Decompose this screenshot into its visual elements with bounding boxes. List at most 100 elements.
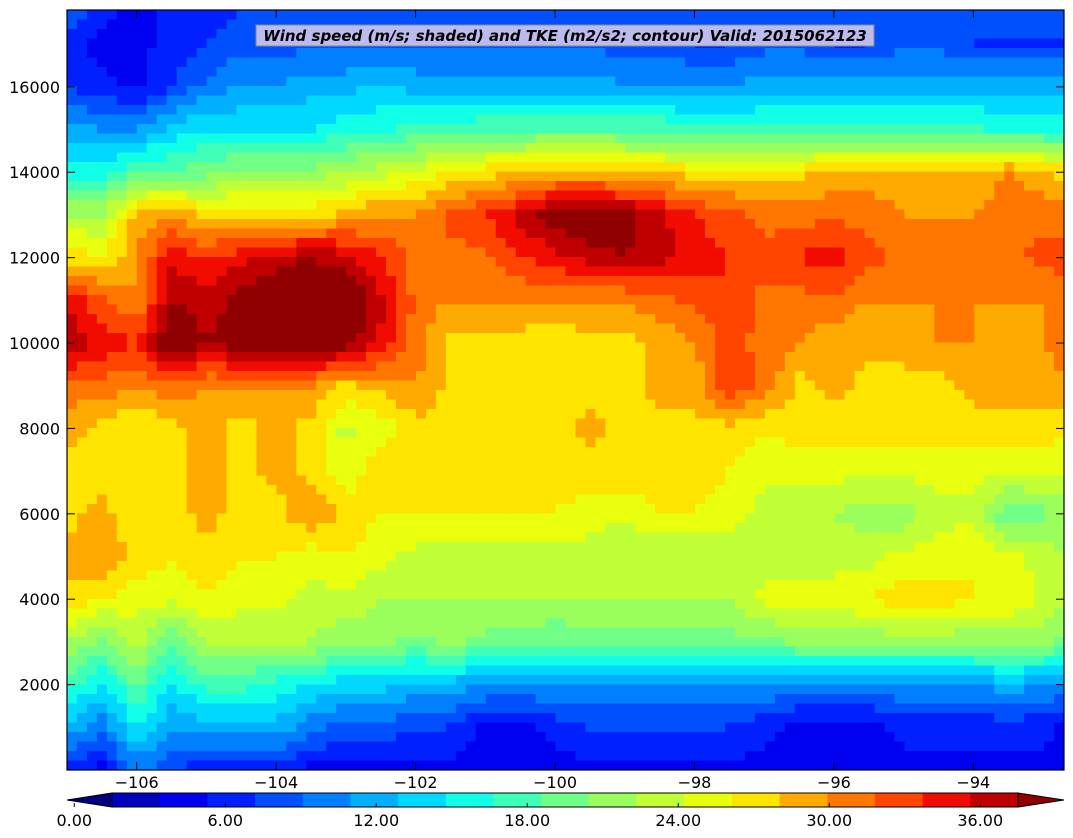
field-cell	[256, 333, 267, 344]
field-cell	[824, 371, 836, 382]
field-cell	[96, 95, 108, 106]
field-cell	[794, 266, 806, 277]
field-cell	[874, 276, 886, 287]
field-cell	[196, 295, 208, 306]
field-cell	[206, 114, 218, 125]
field-cell	[535, 95, 547, 106]
field-cell	[535, 209, 547, 220]
field-cell	[924, 247, 935, 258]
field-cell	[196, 19, 208, 30]
field-cell	[725, 152, 736, 163]
field-cell	[186, 219, 198, 230]
field-cell	[565, 295, 577, 306]
field-cell	[595, 409, 606, 420]
field-cell	[136, 200, 148, 211]
field-cell	[715, 114, 726, 125]
field-cell	[296, 76, 307, 87]
field-cell	[415, 361, 427, 372]
field-cell	[725, 266, 736, 277]
field-cell	[824, 143, 836, 154]
field-cell	[306, 124, 317, 135]
field-cell	[146, 456, 158, 467]
field-cell	[495, 409, 507, 420]
field-cell	[964, 38, 975, 49]
field-cell	[784, 333, 796, 344]
field-cell	[894, 399, 906, 410]
field-cell	[186, 257, 198, 268]
field-cell	[774, 95, 786, 106]
field-cell	[695, 428, 706, 439]
field-cell	[1044, 10, 1055, 21]
field-cell	[276, 314, 287, 325]
field-cell	[156, 314, 168, 325]
field-cell	[715, 86, 726, 97]
field-cell	[715, 257, 726, 268]
field-cell	[176, 437, 188, 448]
field-cell	[834, 295, 846, 306]
field-cell	[316, 466, 327, 477]
field-cell	[366, 76, 377, 87]
field-cell	[306, 342, 317, 353]
field-cell	[555, 418, 567, 429]
field-cell	[535, 48, 547, 59]
field-cell	[754, 352, 766, 363]
field-cell	[76, 380, 88, 391]
field-cell	[86, 276, 98, 287]
field-cell	[246, 152, 258, 163]
field-cell	[296, 333, 307, 344]
field-cell	[944, 143, 955, 154]
field-cell	[535, 162, 547, 173]
field-cell	[814, 200, 826, 211]
field-cell	[106, 390, 118, 401]
field-cell	[914, 200, 926, 211]
field-cell	[196, 314, 208, 325]
field-cell	[136, 390, 148, 401]
field-cell	[96, 114, 108, 125]
field-cell	[106, 437, 118, 448]
field-cell	[156, 228, 168, 239]
field-cell	[116, 190, 128, 201]
field-cell	[734, 124, 746, 135]
field-cell	[994, 276, 1005, 287]
field-cell	[804, 466, 816, 477]
field-cell	[96, 323, 108, 334]
field-cell	[405, 114, 417, 125]
field-cell	[854, 428, 866, 439]
field-cell	[665, 143, 676, 154]
field-cell	[1014, 437, 1025, 448]
field-cell	[754, 190, 766, 201]
field-cell	[764, 304, 776, 315]
field-cell	[744, 190, 756, 201]
field-cell	[326, 209, 337, 220]
field-cell	[734, 67, 746, 78]
field-cell	[216, 238, 228, 249]
field-cell	[605, 456, 616, 467]
field-cell	[116, 361, 128, 372]
field-cell	[276, 48, 287, 59]
field-cell	[944, 409, 955, 420]
field-cell	[445, 456, 457, 467]
field-cell	[1054, 124, 1064, 135]
field-cell	[1024, 323, 1035, 334]
field-cell	[705, 295, 716, 306]
field-cell	[425, 181, 437, 192]
field-cell	[754, 399, 766, 410]
field-cell	[675, 86, 686, 97]
field-cell	[505, 352, 517, 363]
field-cell	[675, 380, 686, 391]
field-cell	[914, 380, 926, 391]
field-cell	[934, 57, 945, 68]
field-cell	[705, 76, 716, 87]
field-cell	[236, 67, 248, 78]
field-cell	[186, 304, 198, 315]
field-cell	[754, 76, 766, 87]
field-cell	[236, 76, 248, 87]
field-cell	[306, 418, 317, 429]
field-cell	[1004, 390, 1015, 401]
field-cell	[1004, 399, 1015, 410]
field-cell	[625, 323, 636, 334]
field-cell	[1014, 200, 1025, 211]
field-cell	[286, 447, 297, 458]
field-cell	[635, 238, 646, 249]
field-cell	[715, 428, 726, 439]
